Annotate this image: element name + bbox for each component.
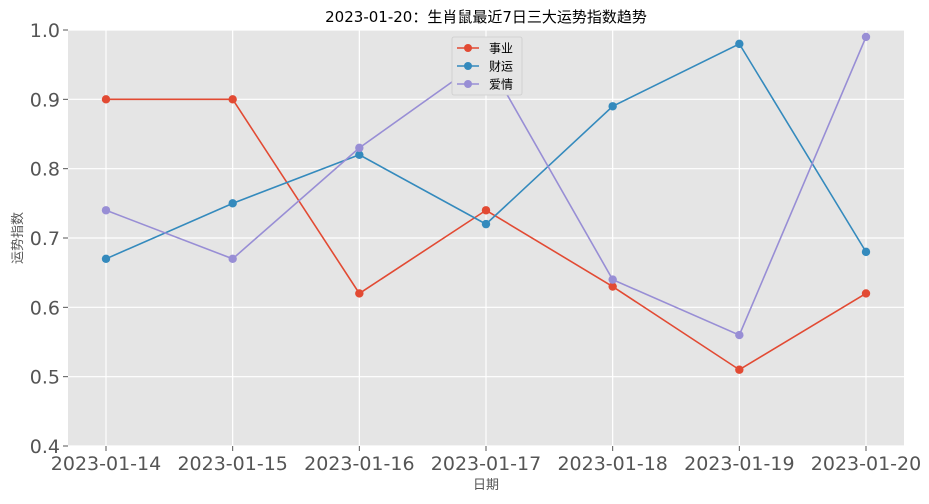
legend-label: 爱情 — [489, 78, 513, 92]
x-tick-label: 2023-01-15 — [177, 453, 287, 475]
x-tick-label: 2023-01-19 — [684, 453, 794, 475]
data-point — [608, 282, 617, 291]
y-tick-label: 0.5 — [30, 367, 60, 389]
x-axis-label: 日期 — [473, 478, 499, 493]
data-point — [228, 95, 237, 104]
data-point — [735, 39, 744, 49]
data-point — [481, 206, 491, 215]
x-tick-label: 2023-01-20 — [811, 453, 921, 475]
data-point — [228, 199, 237, 208]
legend-marker — [464, 44, 472, 52]
y-tick-label: 0.9 — [30, 89, 60, 111]
data-point — [101, 95, 111, 104]
data-point — [608, 275, 617, 284]
data-point — [101, 254, 111, 263]
x-tick-label: 2023-01-17 — [431, 453, 541, 475]
y-axis-label: 运势指数 — [10, 212, 26, 264]
data-point — [861, 247, 871, 257]
data-point — [355, 150, 364, 159]
legend-label: 事业 — [489, 42, 513, 56]
data-point — [481, 219, 491, 229]
y-tick-label: 0.8 — [30, 159, 60, 181]
y-tick-label: 0.4 — [30, 436, 60, 458]
data-point — [101, 206, 111, 215]
x-tick-label: 2023-01-14 — [51, 453, 161, 475]
series-1 — [101, 95, 871, 374]
data-point — [228, 254, 237, 263]
x-tick-label: 2023-01-16 — [304, 453, 414, 475]
data-point — [735, 330, 744, 340]
data-point — [608, 102, 617, 111]
data-point — [735, 365, 744, 374]
data-point — [861, 289, 871, 298]
y-tick-label: 1.0 — [30, 20, 60, 42]
x-tick-label: 2023-01-18 — [557, 453, 667, 475]
legend-marker — [464, 80, 472, 88]
y-tick-label: 0.7 — [30, 228, 60, 250]
legend-marker — [464, 62, 472, 70]
data-point — [861, 32, 871, 42]
legend-label: 财运 — [489, 60, 513, 74]
series-2 — [101, 39, 871, 263]
data-point — [355, 289, 364, 298]
chart-title: 2023-01-20：生肖鼠最近7日三大运势指数趋势 — [325, 8, 647, 26]
data-point — [355, 143, 364, 153]
y-tick-label: 0.6 — [30, 297, 60, 319]
